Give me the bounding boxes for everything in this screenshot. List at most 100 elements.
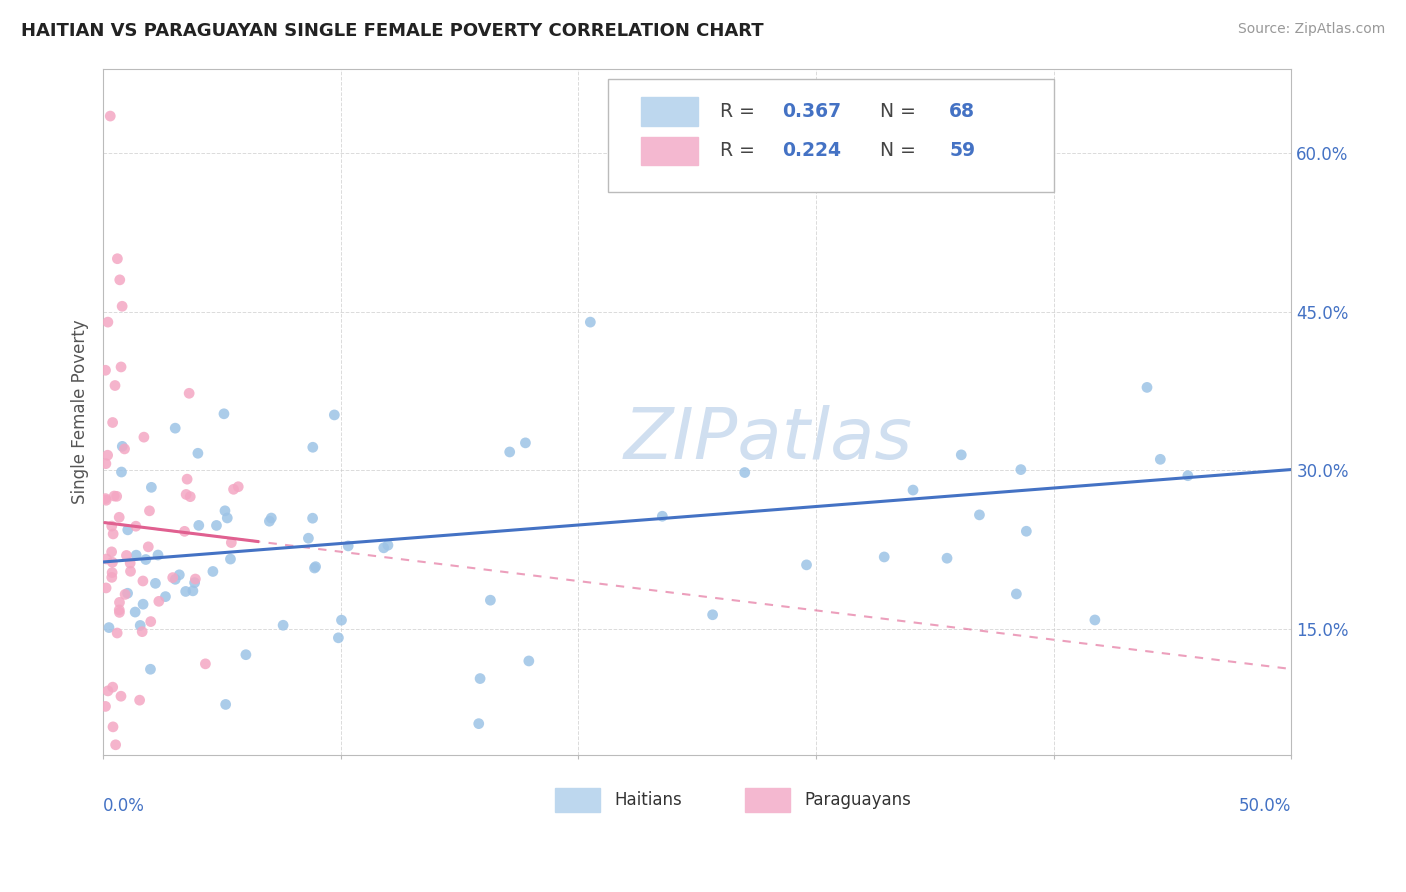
Point (117, 586, 139, 600)
Point (499, 445, 522, 459)
Point (214, 504, 236, 518)
Point (146, 548, 169, 562)
Point (114, 442, 136, 456)
Point (124, 605, 146, 619)
Point (145, 576, 167, 591)
Point (114, 587, 136, 601)
Point (128, 693, 150, 707)
Point (97, 448, 120, 462)
Point (97, 315, 120, 329)
Point (132, 430, 155, 444)
Point (120, 564, 142, 578)
FancyBboxPatch shape (555, 788, 600, 812)
Point (148, 594, 170, 608)
Point (651, 509, 673, 524)
Point (304, 561, 326, 575)
Point (184, 572, 207, 586)
Point (101, 566, 124, 580)
Point (259, 514, 281, 528)
Point (936, 551, 959, 566)
Point (702, 607, 724, 622)
Point (108, 606, 131, 620)
Point (117, 523, 139, 537)
Point (969, 508, 991, 522)
Point (468, 672, 491, 686)
Point (131, 624, 153, 639)
Text: Paraguayans: Paraguayans (804, 791, 911, 809)
Point (105, 252, 128, 266)
Point (125, 519, 148, 533)
Point (235, 648, 257, 662)
Point (217, 511, 239, 525)
Point (105, 489, 128, 503)
Point (219, 552, 242, 566)
Point (205, 518, 228, 533)
Text: N =: N = (880, 142, 922, 161)
Point (1015, 524, 1038, 539)
Point (132, 574, 155, 588)
Point (479, 593, 502, 607)
Point (111, 299, 134, 313)
Point (901, 483, 924, 497)
Point (1149, 452, 1171, 467)
Point (155, 590, 177, 604)
FancyBboxPatch shape (641, 136, 699, 165)
Point (260, 511, 283, 525)
Point (101, 555, 124, 569)
Point (173, 524, 195, 539)
Point (301, 440, 323, 454)
Point (110, 690, 132, 704)
Point (194, 657, 217, 671)
Point (212, 407, 235, 421)
Point (125, 548, 148, 562)
Text: HAITIAN VS PARAGUAYAN SINGLE FEMALE POVERTY CORRELATION CHART: HAITIAN VS PARAGUAYAN SINGLE FEMALE POVE… (21, 22, 763, 40)
Point (221, 535, 243, 549)
Point (98, 109, 121, 123)
Point (162, 571, 184, 585)
Point (579, 315, 602, 329)
Point (179, 490, 201, 504)
Text: R =: R = (720, 103, 761, 121)
Text: Source: ZipAtlas.com: Source: ZipAtlas.com (1237, 22, 1385, 37)
Point (301, 511, 323, 525)
Point (94, 491, 117, 506)
Point (297, 531, 319, 545)
Point (139, 615, 162, 629)
Point (873, 549, 896, 564)
Text: 59: 59 (949, 142, 976, 161)
Point (103, 489, 125, 503)
Point (101, 720, 124, 734)
Point (323, 408, 346, 422)
Point (94, 699, 117, 714)
FancyBboxPatch shape (745, 788, 790, 812)
Point (100, 545, 122, 559)
Text: Haitians: Haitians (614, 791, 682, 809)
Point (215, 698, 238, 712)
Point (96, 493, 118, 508)
Text: ZIPatlas: ZIPatlas (624, 405, 912, 474)
Point (1177, 468, 1199, 483)
Text: 0.224: 0.224 (782, 142, 841, 161)
Point (271, 618, 294, 632)
Point (136, 540, 159, 554)
Point (104, 738, 127, 752)
Point (101, 570, 124, 584)
Point (176, 472, 198, 486)
Text: 0.367: 0.367 (782, 103, 841, 121)
Point (201, 565, 224, 579)
Point (183, 575, 205, 590)
Point (138, 504, 160, 518)
Point (97, 684, 120, 698)
Text: 68: 68 (949, 103, 976, 121)
Point (179, 386, 201, 401)
Point (337, 539, 360, 553)
Point (517, 654, 540, 668)
Point (1136, 380, 1159, 394)
Point (174, 487, 197, 501)
Point (141, 480, 163, 494)
Point (377, 538, 399, 552)
Point (108, 603, 131, 617)
Point (94, 457, 117, 471)
Point (108, 273, 131, 287)
FancyBboxPatch shape (609, 78, 1053, 192)
